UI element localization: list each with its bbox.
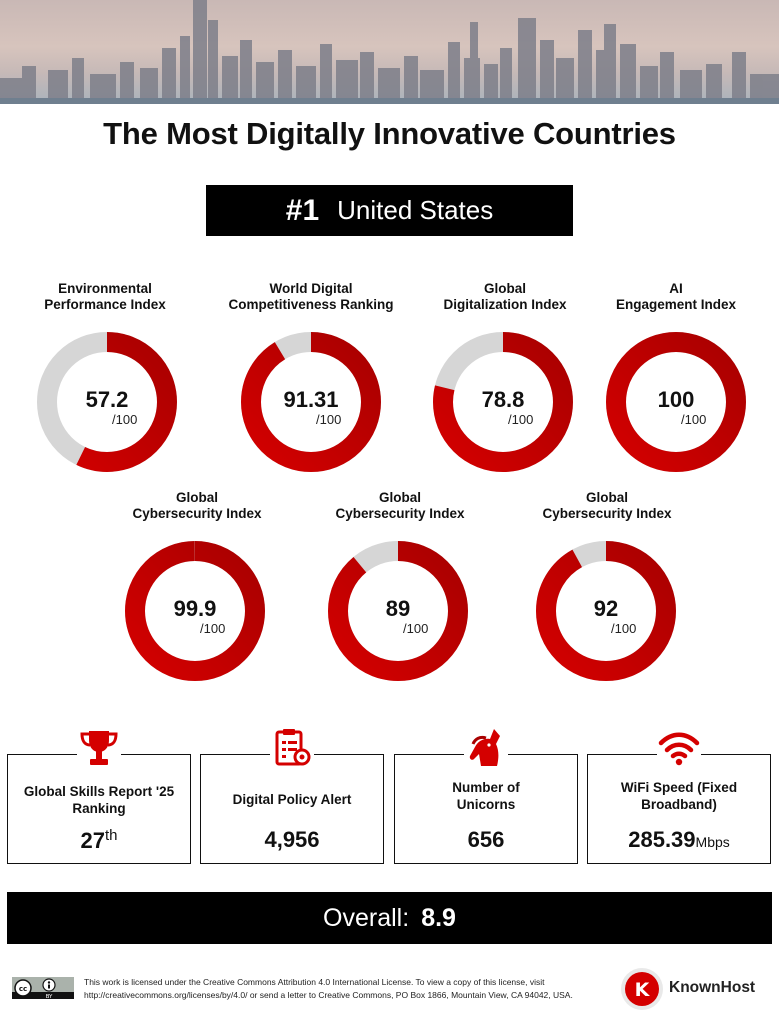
- metric-global-digitalization: Global Digitalization Index 78.8 /100: [405, 281, 605, 472]
- donut-value-arc: [241, 332, 381, 472]
- overall-value: 8.9: [421, 903, 456, 932]
- donut-value-arc: [37, 332, 177, 472]
- metric-label: Environmental Performance Index: [44, 281, 166, 312]
- overall-label: Overall:: [323, 903, 410, 932]
- city-skyline-graphic: [0, 0, 779, 104]
- overall-score-banner: Overall: 8.9: [7, 892, 772, 944]
- donut-value-arc: [536, 541, 676, 681]
- brand-name: KnownHost: [669, 979, 756, 996]
- donut-chart: [328, 541, 468, 681]
- page-title: The Most Digitally Innovative Countries: [103, 116, 676, 151]
- metric-label: Global Cybersecurity Index: [132, 490, 262, 521]
- donut-denominator: /100: [681, 412, 707, 427]
- stat-number: 656: [467, 827, 505, 852]
- donut-chart: [125, 541, 265, 681]
- stat-value: 285.39Mbps: [588, 827, 770, 853]
- metric-ai-engagement: AI Engagement Index 100 /100: [576, 281, 776, 472]
- metric-label: Global Digitalization Index: [443, 281, 567, 312]
- donut-value-arc: [433, 332, 573, 472]
- metric-world-digital-competitiveness: World Digital Competitiveness Ranking 91…: [211, 281, 411, 472]
- stat-card-wifi-speed: WiFi Speed (Fixed Broadband) 285.39Mbps: [587, 754, 771, 864]
- donut-chart: [536, 541, 676, 681]
- metric-environmental-performance: Environmental Performance Index 57.2 /10…: [5, 281, 205, 472]
- stat-label: Number of Unicorns: [452, 780, 520, 812]
- knownhost-logo-icon: K: [621, 968, 663, 1010]
- cc-badge-text: BY: [46, 994, 53, 999]
- skyline-banner-image: [0, 0, 779, 104]
- donut-chart: [37, 332, 177, 472]
- metric-global-cybersecurity-2: Global Cybersecurity Index 89 /100: [300, 490, 500, 690]
- stat-value: 656: [395, 827, 577, 853]
- policy-document-icon: [270, 726, 314, 770]
- stat-suffix: th: [104, 827, 118, 844]
- cc-by-icon: cc BY: [12, 977, 74, 999]
- donut-value: 57.2: [85, 387, 129, 412]
- donut-denominator: /100: [200, 621, 226, 636]
- donut-chart: [606, 332, 746, 472]
- metric-label: AI Engagement Index: [615, 281, 737, 312]
- donut-value: 78.8: [481, 387, 525, 412]
- trophy-icon: [77, 726, 121, 770]
- country-name: United States: [337, 195, 494, 225]
- stat-value: 4,956: [201, 827, 383, 853]
- donut-value-arc: [606, 332, 746, 472]
- stat-number: 285.39: [628, 827, 696, 852]
- donut-denominator: /100: [403, 621, 429, 636]
- donut-denominator: /100: [316, 412, 342, 427]
- donut-value-arc: [125, 541, 265, 681]
- stat-number: 27: [80, 828, 105, 853]
- donut-value: 99.9: [173, 596, 217, 621]
- rank-number: #1: [285, 193, 320, 227]
- donut-value: 89: [385, 596, 411, 621]
- country-rank-banner: #1 United States: [206, 185, 573, 236]
- stat-label: Digital Policy Alert: [232, 792, 352, 807]
- metric-label: Global Cybersecurity Index: [335, 490, 465, 521]
- license-text: This work is licensed under the Creative…: [84, 977, 573, 1000]
- donut-chart: [241, 332, 381, 472]
- stat-card-skills-ranking: Global Skills Report '25 Ranking 27th: [7, 754, 191, 864]
- stat-unit: Mbps: [695, 834, 730, 850]
- donut-denominator: /100: [508, 412, 534, 427]
- donut-chart: [433, 332, 573, 472]
- svg-text:cc: cc: [19, 985, 27, 993]
- donut-value: 100: [657, 387, 695, 412]
- stat-card-digital-policy: Digital Policy Alert 4,956: [200, 754, 384, 864]
- wifi-icon: [657, 726, 701, 770]
- donut-value-arc: [328, 541, 468, 681]
- stat-label: Global Skills Report '25 Ranking: [23, 784, 175, 816]
- knownhost-logo[interactable]: K KnownHost: [620, 967, 770, 1011]
- unicorn-icon: [464, 726, 508, 770]
- stat-label: WiFi Speed (Fixed Broadband): [620, 780, 738, 812]
- donut-value: 91.31: [283, 387, 339, 412]
- donut-denominator: /100: [611, 621, 637, 636]
- creative-commons-badge: cc BY: [12, 977, 74, 999]
- metric-global-cybersecurity-1: Global Cybersecurity Index 99.9 /100: [97, 490, 297, 690]
- metric-global-cybersecurity-3: Global Cybersecurity Index 92 /100: [507, 490, 707, 690]
- svg-text:K: K: [635, 979, 651, 1001]
- stat-card-unicorns: Number of Unicorns 656: [394, 754, 578, 864]
- donut-denominator: /100: [112, 412, 138, 427]
- stat-value: 27th: [8, 827, 190, 854]
- metric-label: World Digital Competitiveness Ranking: [228, 281, 394, 312]
- stat-number: 4,956: [264, 827, 320, 852]
- donut-value: 92: [593, 596, 619, 621]
- metric-label: Global Cybersecurity Index: [542, 490, 672, 521]
